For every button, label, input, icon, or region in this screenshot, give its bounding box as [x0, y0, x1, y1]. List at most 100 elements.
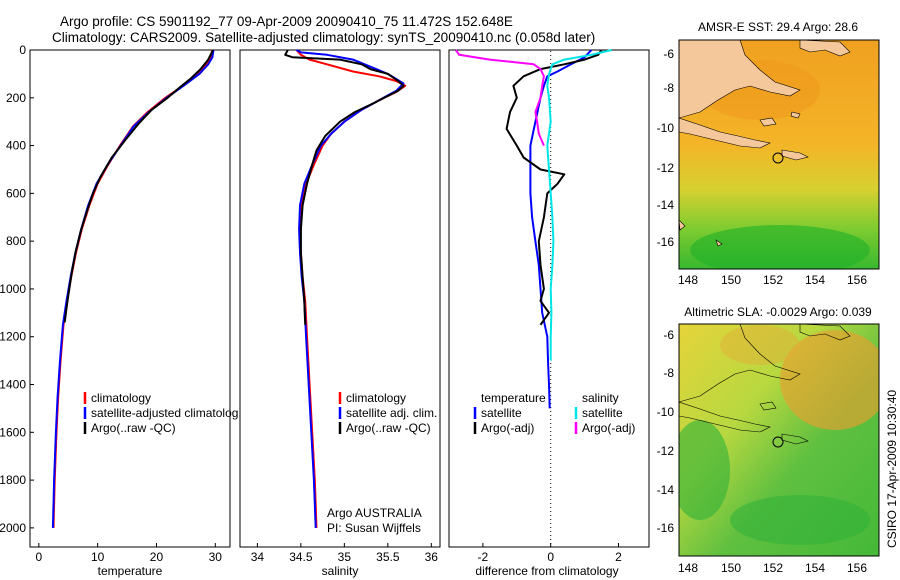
xtick-label: 0 — [35, 550, 42, 564]
sst-map-frame — [678, 39, 880, 270]
legend-argo-label: Argo(..raw -QC) — [346, 421, 431, 435]
depth-tick-label: 1200 — [0, 330, 26, 344]
temperature-panel: 0 10 20 30 temperature climatology satellit… — [29, 49, 238, 578]
series-line-argo — [63, 49, 214, 323]
legend-climatology-label: climatology — [91, 391, 151, 405]
sst-ytick: -16 — [657, 235, 675, 249]
depth-tick-label: 400 — [6, 139, 26, 153]
sla-xtick: 150 — [721, 561, 741, 575]
sla-map-title: Altimetric SLA: -0.0029 Argo: 0.039 — [684, 305, 872, 319]
series-line-salinity-argo — [454, 49, 545, 146]
legend-sal-argo-label: Argo(-adj) — [582, 421, 635, 435]
legend-temp-satellite-label: satellite — [481, 406, 522, 420]
sla-xtick: 152 — [763, 561, 783, 575]
xtick-label: 35 — [338, 550, 352, 564]
sst-ytick: -8 — [663, 81, 674, 95]
sla-ytick: -16 — [657, 521, 675, 535]
depth-tick-label: 2000 — [0, 521, 26, 535]
sla-map-yticks: -6 -8 -10 -12 -14 -16 — [657, 328, 675, 535]
sst-map-xticks: 148 150 152 154 156 — [678, 273, 867, 287]
sst-map-title: AMSR-E SST: 29.4 Argo: 28.6 — [698, 20, 858, 34]
series-line-salinity-satellite — [546, 49, 612, 361]
title-line-2: Climatology: CARS2009. Satellite-adjuste… — [52, 30, 595, 45]
legend-climatology-label: climatology — [346, 391, 406, 405]
sst-ytick: -12 — [657, 161, 675, 175]
salinity-xticks: 34 34.5 35 35.5 36 — [251, 543, 439, 564]
legend-argo-label: Argo(..raw -QC) — [91, 421, 176, 435]
legend-temp-argo-label: Argo(-adj) — [481, 421, 534, 435]
difference-legend: temperature satellite Argo(-adj) salinit… — [473, 391, 635, 435]
xtick-label: 20 — [150, 550, 164, 564]
sst-xtick: 150 — [721, 273, 741, 287]
sla-map-xticks: 148 150 152 154 156 — [678, 561, 867, 575]
difference-xlabel: difference from climatology — [475, 564, 618, 578]
sst-cool-patch — [690, 225, 870, 269]
sla-xtick: 148 — [678, 561, 698, 575]
title-line-1: Argo profile: CS 5901192_77 09-Apr-2009 … — [60, 14, 513, 29]
xtick-label: 34.5 — [289, 550, 313, 564]
difference-panel: -2 0 2 difference from climatology tempera… — [448, 49, 650, 578]
sla-land-new-guinea — [679, 324, 801, 403]
xtick-label: 30 — [209, 550, 223, 564]
sla-ytick: -14 — [657, 483, 675, 497]
difference-axes-frame — [448, 49, 650, 548]
depth-tick-label: 0 — [19, 43, 26, 57]
temperature-legend: climatology satellite-adjusted climatolo… — [83, 391, 238, 435]
sla-ytick: -6 — [663, 328, 674, 342]
salinity-legend: climatology satellite adj. clim. Argo(..… — [338, 391, 437, 435]
sla-high-patch — [720, 325, 800, 365]
sla-ytick: -12 — [657, 444, 675, 458]
sst-map-yticks: -6 -8 -10 -12 -14 -16 — [657, 47, 675, 249]
depth-tick-label: 600 — [6, 186, 26, 200]
sst-land-papuan-tail — [679, 117, 771, 149]
temperature-axes-frame — [29, 49, 231, 548]
legend-satellite-label: satellite adj. clim. — [346, 406, 437, 420]
legend-satellite-label: satellite-adjusted climatolog — [91, 406, 238, 420]
salinity-xlabel: salinity — [322, 564, 359, 578]
sst-ytick: -10 — [657, 121, 675, 135]
xtick-label: 35.5 — [376, 550, 400, 564]
xtick-label: -2 — [478, 550, 489, 564]
sla-map: Altimetric SLA: -0.0029 Argo: 0.039 -6 -… — [657, 305, 880, 575]
salinity-lines — [284, 49, 407, 528]
sla-map-frame — [678, 323, 880, 557]
sla-low-patch — [679, 420, 730, 520]
temperature-xlabel: temperature — [98, 564, 163, 578]
legend-salinity-heading: salinity — [582, 391, 619, 405]
sst-ytick: -14 — [657, 198, 675, 212]
sst-xtick: 152 — [763, 273, 783, 287]
difference-lines — [454, 49, 612, 409]
depth-tick-label: 1400 — [0, 378, 26, 392]
sst-land-new-britain — [799, 40, 851, 57]
salinity-panel: 34 34.5 35 35.5 36 salinity climatology sate… — [239, 49, 441, 578]
annotation-program: Argo AUSTRALIA — [327, 506, 422, 520]
xtick-label: 10 — [91, 550, 105, 564]
sla-land-papuan-tail — [679, 401, 771, 433]
sla-ytick: -10 — [657, 405, 675, 419]
depth-tick-label: 1600 — [0, 425, 26, 439]
difference-xticks: -2 0 2 — [478, 543, 622, 564]
temperature-xticks: 0 10 20 30 — [35, 543, 222, 564]
depth-tick-label: 1800 — [0, 473, 26, 487]
series-line-argo — [284, 49, 405, 325]
sst-xtick: 154 — [805, 273, 825, 287]
xtick-label: 0 — [547, 550, 554, 564]
depth-tick-label: 800 — [6, 234, 26, 248]
timestamp-stamp: CSIRO 17-Apr-2009 10:30:40 — [885, 390, 899, 548]
depth-tick-label: 200 — [6, 91, 26, 105]
sst-argo-position-marker — [772, 152, 784, 164]
sla-xtick: 156 — [847, 561, 867, 575]
sst-xtick: 148 — [678, 273, 698, 287]
series-line-satellite — [296, 49, 405, 528]
xtick-label: 2 — [615, 550, 622, 564]
xtick-label: 36 — [425, 550, 439, 564]
sla-argo-position-marker — [772, 436, 784, 448]
sst-xtick: 156 — [847, 273, 867, 287]
xtick-label: 34 — [251, 550, 265, 564]
sla-low-patch — [730, 495, 870, 545]
series-line-temperature-satellite — [529, 49, 593, 409]
annotation-pi: PI: Susan Wijffels — [327, 521, 421, 535]
sst-ytick: -6 — [663, 47, 674, 61]
salinity-axes-frame — [239, 49, 441, 548]
